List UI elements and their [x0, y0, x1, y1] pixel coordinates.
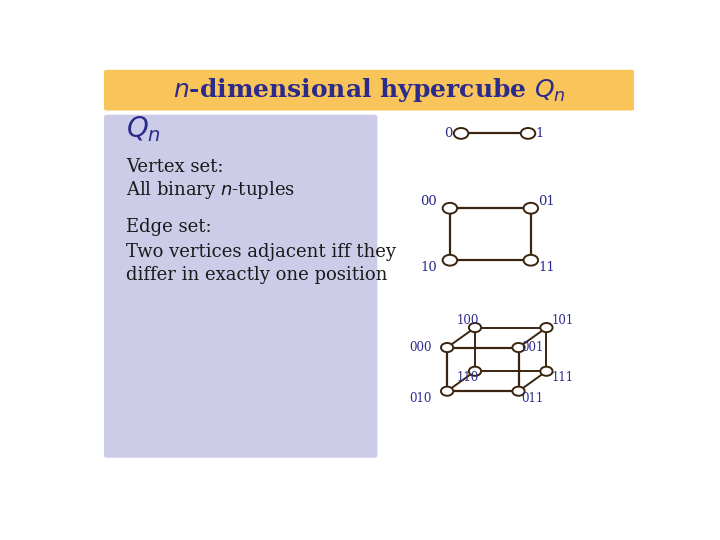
Circle shape [540, 367, 552, 376]
Circle shape [443, 203, 457, 214]
Text: 000: 000 [409, 341, 431, 354]
Text: 111: 111 [552, 372, 575, 384]
Circle shape [523, 255, 538, 266]
Circle shape [540, 323, 552, 332]
Text: 010: 010 [409, 392, 431, 405]
Circle shape [469, 367, 481, 376]
Text: 100: 100 [456, 314, 479, 327]
Text: $\mathit{n}$-dimensional hypercube $\mathit{Q}_n$: $\mathit{n}$-dimensional hypercube $\mat… [173, 76, 565, 104]
Text: differ in exactly one position: differ in exactly one position [126, 266, 387, 284]
FancyBboxPatch shape [104, 70, 634, 111]
Text: Two vertices adjacent iff they: Two vertices adjacent iff they [126, 243, 396, 261]
Circle shape [513, 343, 525, 352]
Circle shape [441, 387, 454, 396]
Circle shape [469, 323, 481, 332]
Text: Vertex set:: Vertex set: [126, 158, 224, 176]
Text: 110: 110 [456, 372, 479, 384]
Text: 101: 101 [552, 314, 575, 327]
Circle shape [523, 203, 538, 214]
Text: 10: 10 [420, 261, 437, 274]
Text: 11: 11 [538, 261, 555, 274]
Text: 001: 001 [521, 341, 544, 354]
Text: 0: 0 [445, 127, 453, 140]
Circle shape [443, 255, 457, 266]
Text: 01: 01 [538, 195, 555, 208]
Text: 011: 011 [521, 392, 544, 405]
Circle shape [441, 343, 454, 352]
FancyBboxPatch shape [104, 114, 377, 458]
Text: Edge set:: Edge set: [126, 218, 212, 236]
Text: 00: 00 [420, 195, 437, 208]
Circle shape [513, 387, 525, 396]
Text: $\mathit{Q}_n$: $\mathit{Q}_n$ [126, 114, 161, 144]
Text: 1: 1 [535, 127, 544, 140]
Text: All binary $\mathit{n}$-tuples: All binary $\mathit{n}$-tuples [126, 179, 295, 200]
Circle shape [521, 128, 535, 139]
Circle shape [454, 128, 468, 139]
